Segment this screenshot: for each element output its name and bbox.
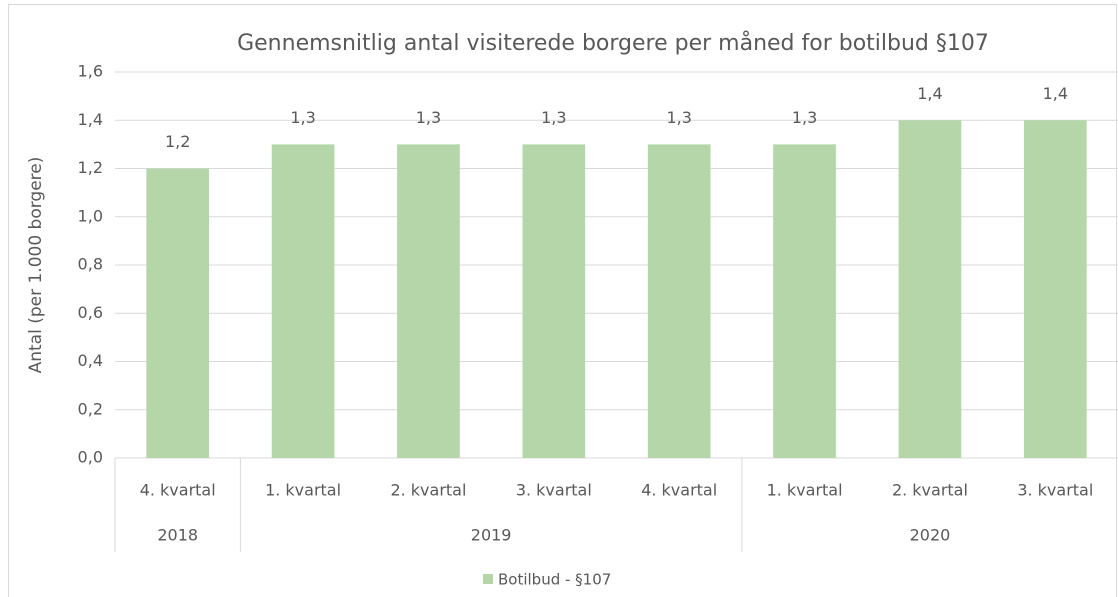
data-label: 1,2: [165, 132, 190, 151]
y-axis-label: Antal (per 1.000 borgere): [26, 157, 46, 374]
bar: [647, 144, 711, 458]
x-tick-label: 2. kvartal: [390, 481, 466, 500]
x-tick-label: 3. kvartal: [1017, 481, 1093, 500]
chart-title: Gennemsnitlig antal visiterede borgere p…: [237, 30, 989, 56]
bar: [773, 144, 836, 458]
y-tick-label: 0,4: [78, 351, 103, 370]
bar: [1023, 120, 1087, 458]
x-tick-label: 3. kvartal: [516, 481, 592, 500]
group-label: 2019: [471, 526, 512, 545]
data-label: 1,3: [290, 108, 315, 127]
y-tick-label: 1,4: [78, 110, 103, 129]
data-label: 1,3: [541, 108, 566, 127]
group-label: 2020: [910, 526, 951, 545]
bar: [522, 144, 586, 458]
x-tick-label: 2. kvartal: [892, 481, 968, 500]
x-tick-label: 4. kvartal: [140, 481, 216, 500]
data-label: 1,3: [792, 108, 817, 127]
legend-swatch: [483, 574, 493, 584]
x-tick-label: 4. kvartal: [641, 481, 717, 500]
bar: [271, 144, 335, 458]
data-label: 1,3: [416, 108, 441, 127]
bar: [146, 168, 210, 458]
bar: [898, 120, 962, 458]
y-tick-label: 0,2: [78, 399, 103, 418]
y-tick-label: 1,2: [78, 158, 103, 177]
data-label: 1,4: [917, 84, 942, 103]
y-tick-label: 0,6: [78, 303, 103, 322]
y-tick-label: 1,6: [78, 62, 103, 81]
bar: [397, 144, 460, 458]
x-tick-label: 1. kvartal: [767, 481, 843, 500]
x-tick-label: 1. kvartal: [265, 481, 341, 500]
group-label: 2018: [157, 526, 198, 545]
y-tick-label: 0,8: [78, 255, 103, 274]
y-tick-label: 0,0: [78, 448, 103, 467]
y-tick-label: 1,0: [78, 206, 103, 225]
data-label: 1,3: [666, 108, 691, 127]
data-label: 1,4: [1043, 84, 1068, 103]
legend-label: Botilbud - §107: [498, 571, 611, 589]
